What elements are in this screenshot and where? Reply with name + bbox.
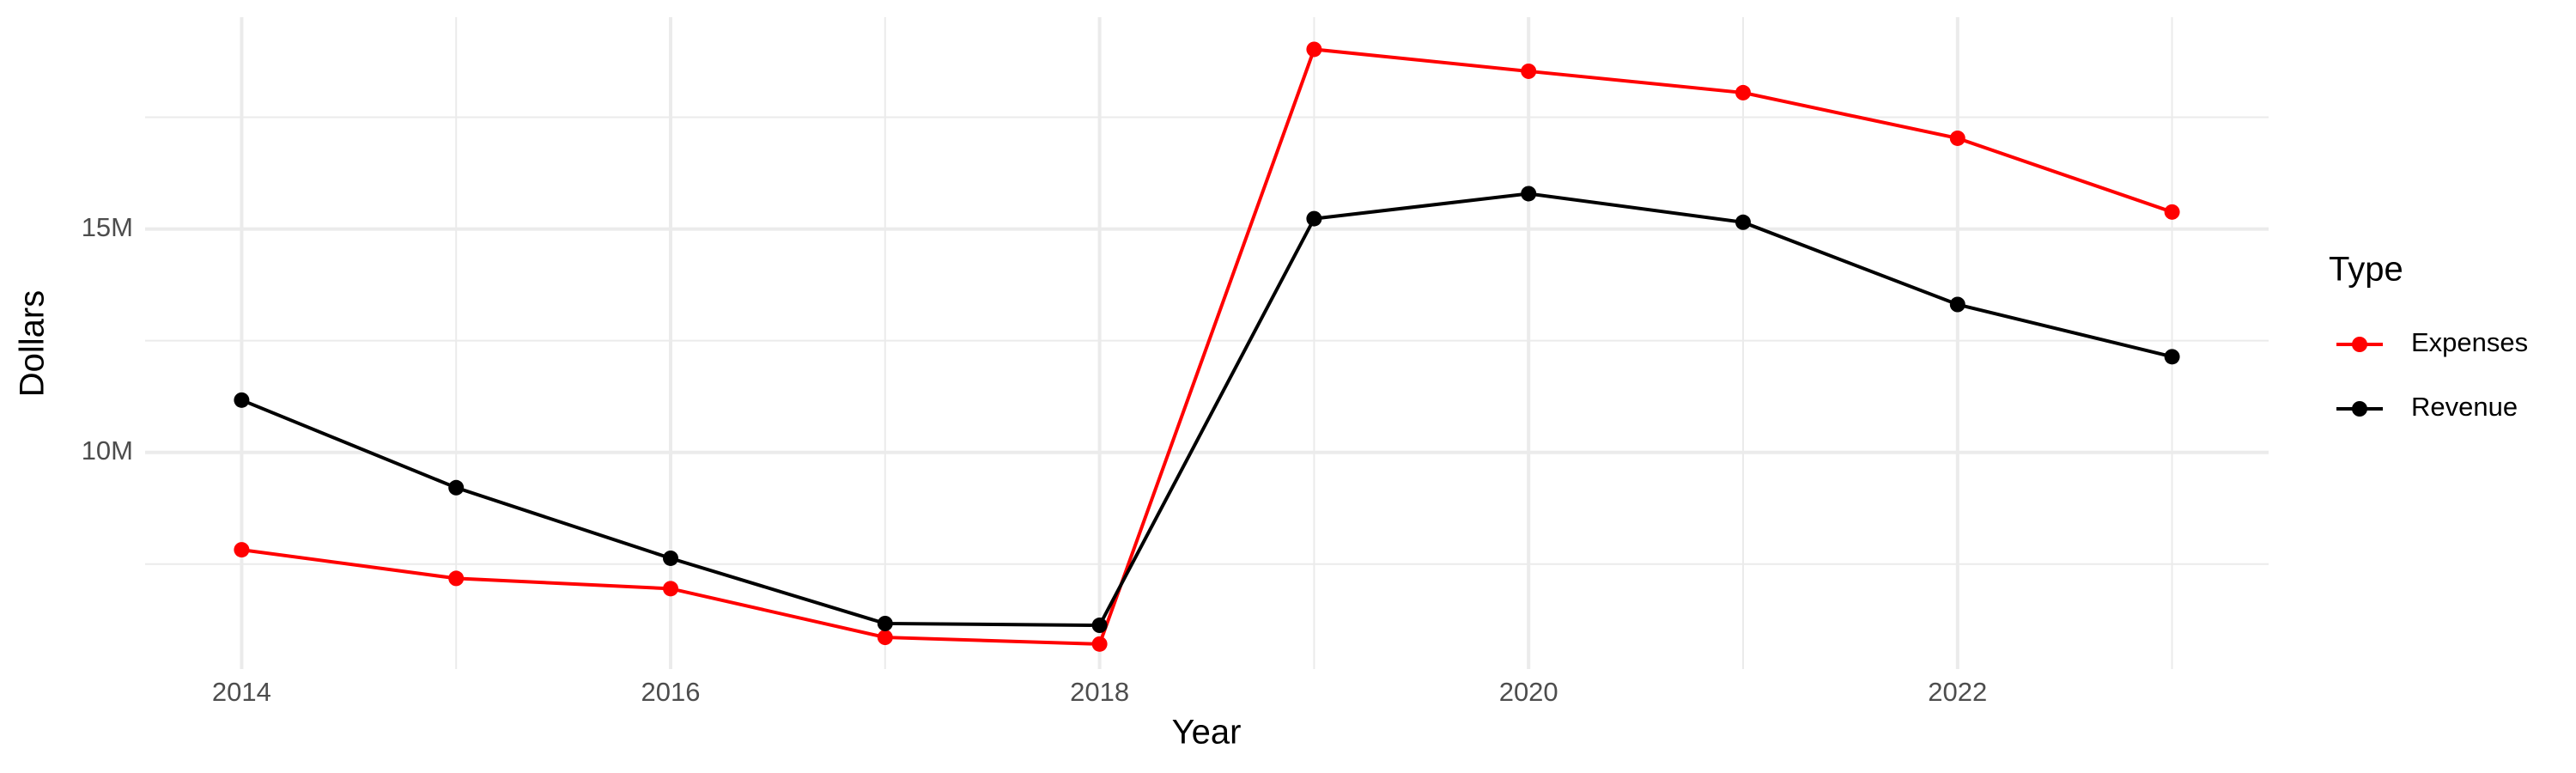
data-point (448, 479, 465, 496)
data-point (1091, 618, 1108, 634)
data-point (1735, 84, 1751, 100)
legend-title: Type (2329, 251, 2403, 289)
data-point (663, 550, 679, 566)
x-tick-label: 2018 (1070, 677, 1129, 707)
data-point (448, 570, 465, 587)
legend-key-point (2352, 337, 2367, 352)
data-point (1949, 130, 1965, 146)
legend-label: Expenses (2411, 327, 2528, 357)
data-point (234, 392, 250, 408)
data-point (1306, 41, 1322, 58)
data-point (663, 581, 679, 597)
data-point (877, 615, 893, 631)
y-axis-title: Dollars (14, 290, 52, 397)
x-tick-label: 2020 (1499, 677, 1558, 707)
data-point (1306, 210, 1322, 227)
data-point (1091, 636, 1108, 652)
y-tick-label: 10M (82, 435, 133, 466)
x-tick-label: 2014 (212, 677, 271, 707)
x-tick-label: 2016 (641, 677, 701, 707)
series-line (240, 192, 2173, 628)
data-point (1949, 296, 1965, 313)
y-tick-label: 15M (82, 212, 133, 242)
data-point (2164, 349, 2180, 365)
data-point (1735, 214, 1751, 230)
legend-label: Revenue (2411, 392, 2518, 422)
legend-key-point (2352, 401, 2367, 417)
series-line (241, 47, 2173, 646)
data-point (234, 542, 250, 558)
data-point (1521, 63, 1537, 79)
data-point (877, 630, 893, 646)
x-tick-label: 2022 (1928, 677, 1987, 707)
data-point (1521, 186, 1537, 202)
data-point (2164, 204, 2180, 220)
x-axis-title: Year (1172, 714, 1242, 752)
